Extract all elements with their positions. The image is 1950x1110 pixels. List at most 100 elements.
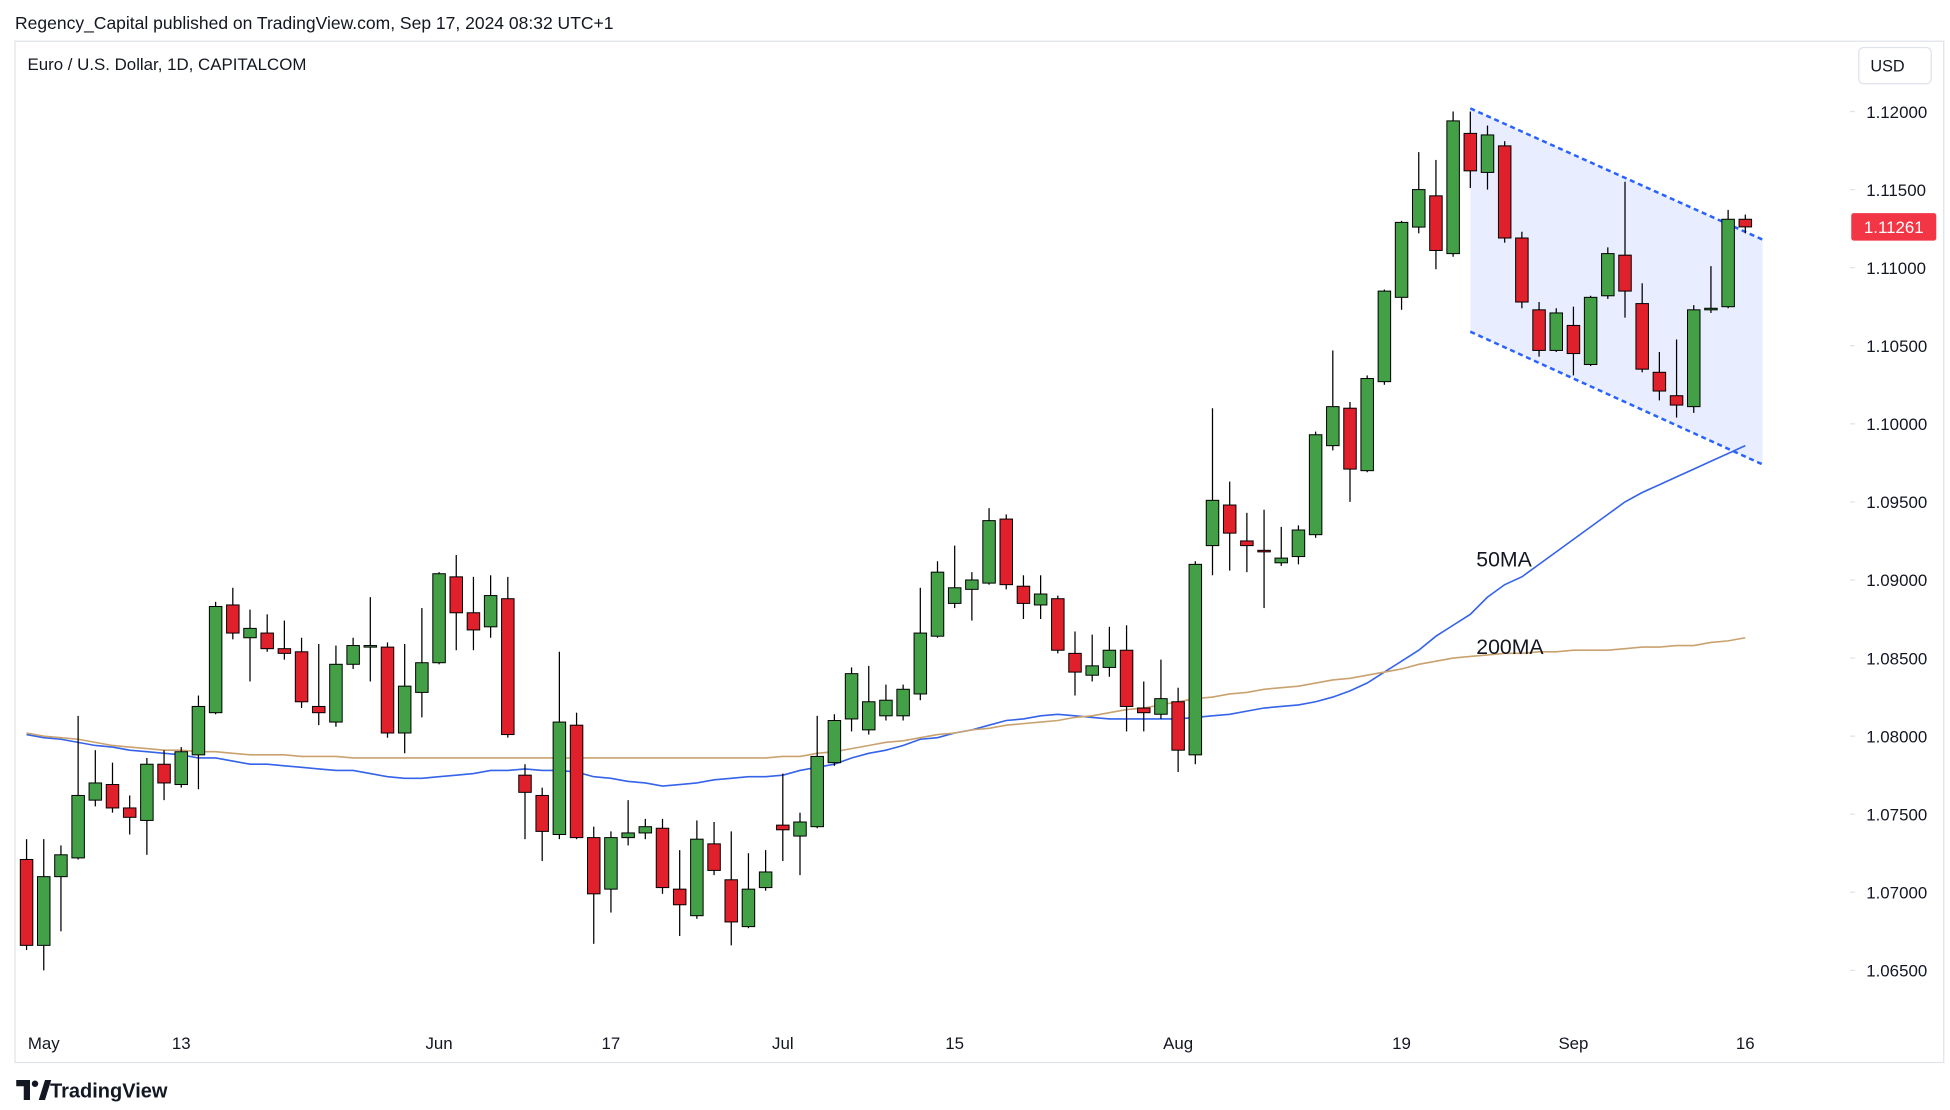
candle-body bbox=[1618, 254, 1632, 292]
y-tick-label: 1.09500 bbox=[1866, 493, 1927, 512]
candle-body bbox=[1704, 307, 1718, 311]
candle-body bbox=[1188, 563, 1203, 756]
x-tick-label: 19 bbox=[1392, 1034, 1411, 1053]
candle-body bbox=[363, 645, 378, 648]
logo-mark bbox=[38, 1080, 52, 1100]
last-price-box bbox=[1851, 213, 1937, 241]
candle-body bbox=[810, 755, 824, 828]
y-tick-label: 1.11500 bbox=[1866, 181, 1926, 200]
candle-body bbox=[1497, 145, 1512, 239]
candle-body bbox=[776, 824, 790, 831]
candle-body bbox=[518, 774, 532, 793]
candle-body bbox=[37, 876, 51, 946]
candle-body bbox=[1222, 504, 1237, 534]
candle-body bbox=[1291, 529, 1306, 558]
candle-body bbox=[1532, 309, 1546, 351]
candle-body bbox=[1515, 237, 1529, 303]
header: Regency_Capital published on TradingView… bbox=[15, 13, 613, 34]
candle-body bbox=[54, 854, 68, 878]
candle-body bbox=[449, 576, 463, 614]
candle-body bbox=[862, 701, 876, 731]
currency[interactable]: USD bbox=[1870, 57, 1904, 75]
y-tick-label: 1.07000 bbox=[1866, 884, 1927, 903]
candle-body bbox=[1274, 557, 1288, 564]
candle-body bbox=[380, 646, 395, 734]
logo-dot bbox=[31, 1080, 39, 1087]
candle-body bbox=[1240, 540, 1254, 547]
candle-body bbox=[879, 699, 893, 717]
x-tick-label: Jul bbox=[772, 1034, 794, 1053]
logo bbox=[16, 1080, 52, 1100]
y-tick-label: 1.07500 bbox=[1866, 805, 1927, 824]
candle-body bbox=[638, 826, 653, 834]
candle-body bbox=[1102, 649, 1117, 668]
candle-body bbox=[999, 518, 1013, 586]
candle-body bbox=[690, 838, 704, 917]
candle-body bbox=[1566, 324, 1581, 355]
candle-body bbox=[226, 604, 240, 634]
x-tick-label: 13 bbox=[172, 1034, 191, 1053]
y-tick-label: 1.11000 bbox=[1866, 259, 1926, 278]
candle-body bbox=[1257, 549, 1271, 553]
candle-body bbox=[1033, 593, 1048, 606]
candle-body bbox=[621, 832, 635, 839]
y-tick-label: 1.10000 bbox=[1866, 415, 1927, 434]
candle-body bbox=[965, 579, 979, 590]
candle-body bbox=[947, 587, 962, 604]
currency-box[interactable] bbox=[1858, 46, 1932, 85]
candle-body bbox=[1394, 221, 1409, 298]
chart-title: Euro / U.S. Dollar, 1D, CAPITALCOM bbox=[28, 55, 307, 74]
candle-body bbox=[758, 871, 773, 889]
candle-body bbox=[672, 888, 687, 906]
candle-body bbox=[827, 720, 842, 764]
candle-body bbox=[140, 763, 154, 821]
y-tick-label: 1.08000 bbox=[1866, 727, 1927, 746]
candle-body bbox=[483, 595, 498, 628]
candle-body bbox=[569, 724, 584, 839]
candle-body bbox=[655, 827, 670, 889]
candle-body bbox=[1085, 665, 1099, 676]
candle-body bbox=[1068, 652, 1082, 673]
candle-body bbox=[552, 721, 567, 835]
candle-body bbox=[604, 837, 618, 890]
candle-body bbox=[88, 782, 103, 801]
candle-body bbox=[1016, 585, 1031, 604]
candle-body bbox=[191, 705, 206, 756]
moving-average bbox=[26, 636, 1746, 759]
candle-body bbox=[535, 794, 549, 832]
channel-line bbox=[1469, 107, 1764, 241]
candle-body bbox=[277, 648, 292, 654]
candle-body bbox=[466, 612, 481, 631]
candle-body bbox=[1669, 395, 1684, 406]
ma-label: 50MA bbox=[1476, 547, 1532, 571]
candle-body bbox=[1377, 290, 1392, 383]
candle-body bbox=[1446, 120, 1460, 255]
candle-body bbox=[1051, 598, 1065, 651]
y-tick-label: 1.10500 bbox=[1866, 337, 1927, 356]
candle-body bbox=[260, 632, 274, 650]
candle-body bbox=[587, 837, 601, 895]
candle-body bbox=[1549, 312, 1563, 351]
candle-body bbox=[312, 705, 326, 714]
candle-body bbox=[71, 794, 85, 859]
candle-body bbox=[243, 627, 257, 639]
candle-body bbox=[982, 520, 996, 584]
candle-body bbox=[329, 663, 343, 723]
candle-body bbox=[930, 571, 945, 637]
candle-body bbox=[346, 645, 360, 665]
candle-body bbox=[1429, 195, 1443, 251]
last-price-label: 1.11261 bbox=[1864, 218, 1924, 237]
candle-body bbox=[913, 632, 928, 695]
candle-body bbox=[844, 673, 859, 720]
x-tick-label: Jun bbox=[425, 1034, 452, 1053]
moving-average bbox=[26, 444, 1746, 787]
candle-body bbox=[724, 879, 738, 923]
candle-body bbox=[157, 763, 171, 784]
candle-body bbox=[1343, 407, 1357, 470]
candle-body bbox=[208, 606, 223, 714]
candle-body bbox=[1738, 218, 1753, 228]
y-tick-label: 1.09000 bbox=[1866, 571, 1927, 590]
candle-body bbox=[793, 821, 807, 837]
candle-body bbox=[1205, 499, 1220, 547]
